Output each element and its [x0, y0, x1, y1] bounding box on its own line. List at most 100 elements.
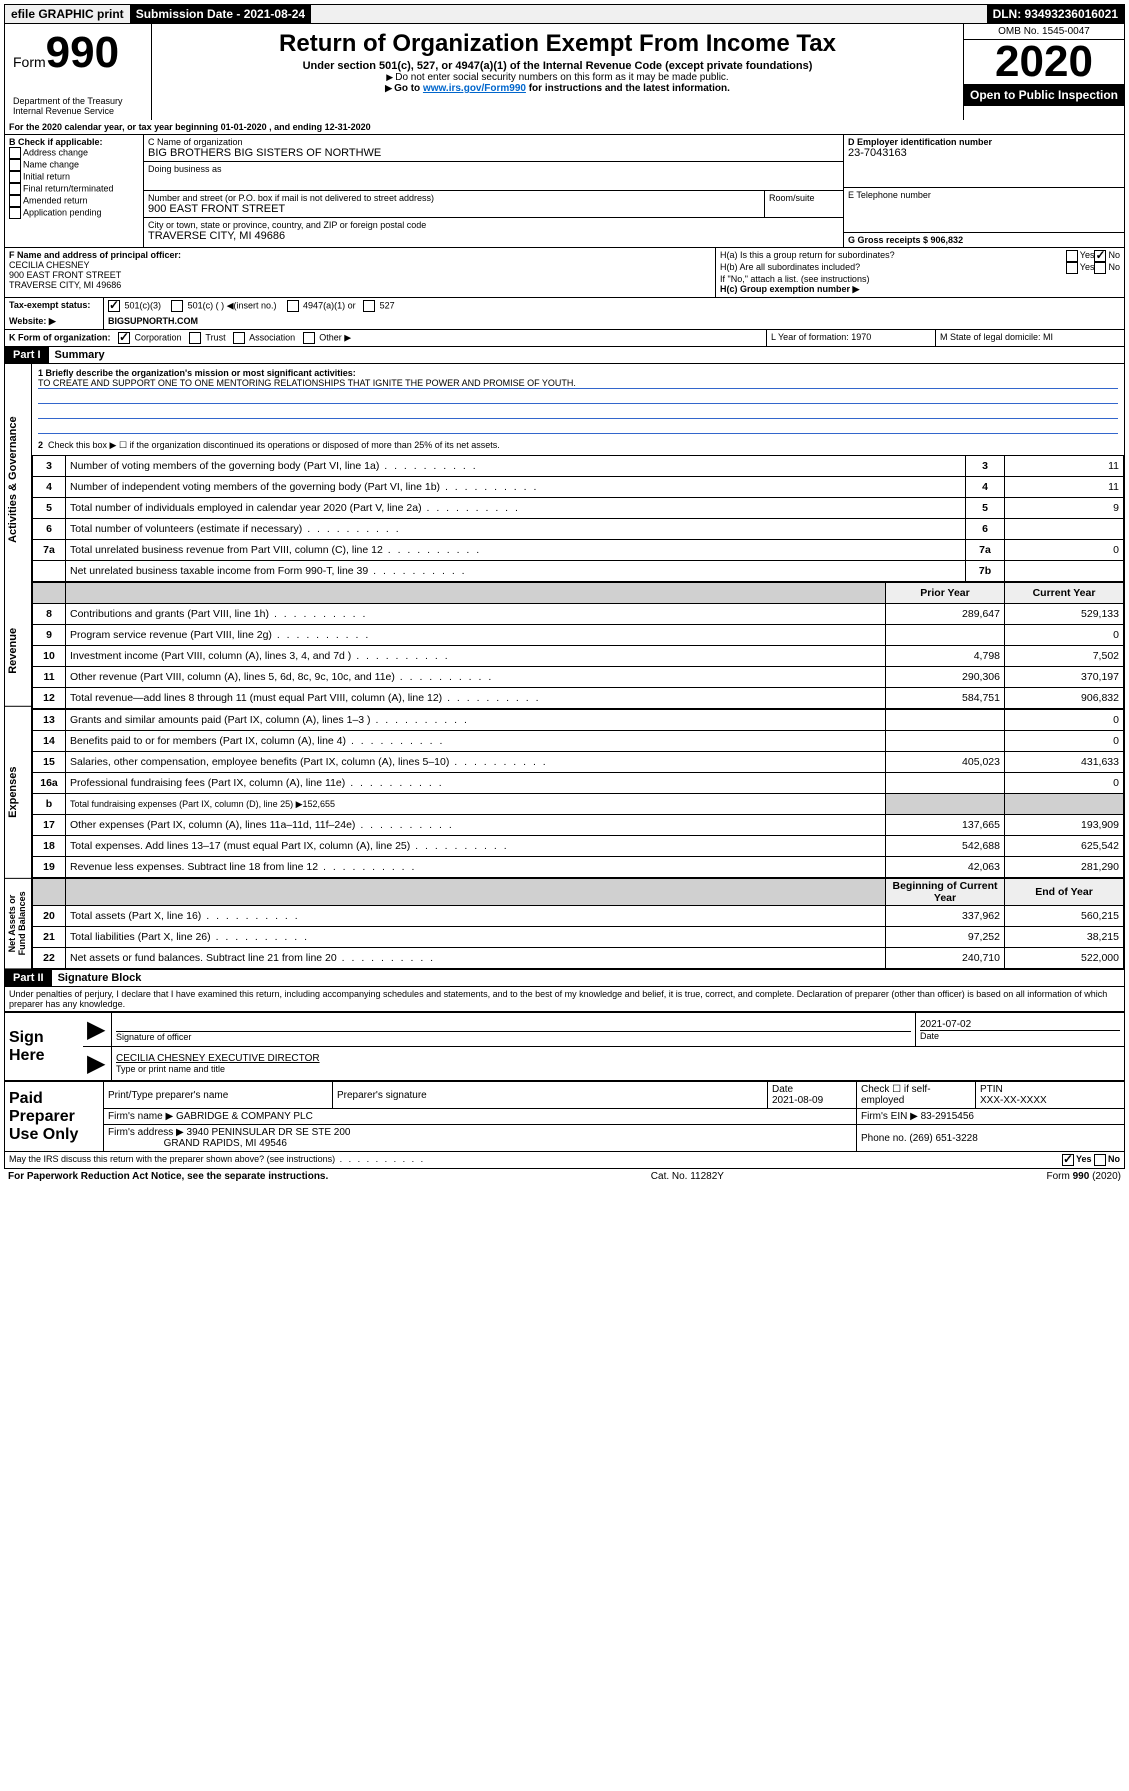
table-row: 7aTotal unrelated business revenue from …	[33, 540, 1124, 561]
table-row: 16aProfessional fundraising fees (Part I…	[33, 773, 1124, 794]
officer-name-cell: CECILIA CHESNEY EXECUTIVE DIRECTOR Type …	[112, 1047, 1125, 1081]
k-block: K Form of organization: Corporation Trus…	[5, 330, 767, 346]
blank-line	[38, 404, 1118, 419]
m-state: M State of legal domicile: MI	[936, 330, 1124, 346]
dept-label: Department of the Treasury Internal Reve…	[13, 96, 143, 116]
table-row: 5Total number of individuals employed in…	[33, 498, 1124, 519]
website-row: Website: ▶ BIGSUPNORTH.COM	[4, 314, 1125, 330]
rev-table: Prior YearCurrent Year 8Contributions an…	[32, 582, 1124, 709]
ein-block: D Employer identification number 23-7043…	[844, 135, 1124, 247]
paid-label: Paid Preparer Use Only	[5, 1082, 104, 1152]
date-label: Date	[920, 1030, 1120, 1041]
form-number-box: Form990 Department of the Treasury Inter…	[5, 24, 152, 120]
ein-value: 23-7043163	[848, 147, 1120, 159]
check-amended[interactable]: Amended return	[9, 195, 139, 207]
mission-text: TO CREATE AND SUPPORT ONE TO ONE MENTORI…	[38, 378, 1118, 389]
section-labels: Activities & Governance Revenue Expenses…	[5, 364, 32, 969]
form-org-row: K Form of organization: Corporation Trus…	[4, 330, 1125, 347]
check-initial[interactable]: Initial return	[9, 171, 139, 183]
officer-addr1: 900 EAST FRONT STREET	[9, 270, 711, 280]
table-row: 4Number of independent voting members of…	[33, 477, 1124, 498]
ptin-cell: PTINXXX-XX-XXXX	[976, 1082, 1125, 1109]
checkbox-icon[interactable]	[1062, 1154, 1074, 1166]
checkbox-icon[interactable]	[287, 300, 299, 312]
form-header: Form990 Department of the Treasury Inter…	[4, 24, 1125, 120]
table-row: 22Net assets or fund balances. Subtract …	[33, 948, 1124, 969]
sign-here-table: Sign Here ▶ Signature of officer 2021-07…	[4, 1012, 1125, 1081]
firm-ein-cell: Firm's EIN ▶ 83-2915456	[857, 1109, 1125, 1125]
check-name[interactable]: Name change	[9, 159, 139, 171]
tax-year: 2020	[964, 40, 1124, 84]
arrow-icon: ▶	[83, 1047, 112, 1081]
part1-content: 1 Briefly describe the organization's mi…	[32, 364, 1124, 969]
checkbox-icon[interactable]	[9, 159, 21, 171]
city-state-zip: TRAVERSE CITY, MI 49686	[148, 230, 839, 242]
group-return-block: H(a) Is this a group return for subordin…	[716, 248, 1124, 297]
checkbox-icon[interactable]	[233, 332, 245, 344]
checkbox-icon[interactable]	[9, 207, 21, 219]
hdr-end: End of Year	[1005, 879, 1124, 906]
checkbox-icon[interactable]	[9, 147, 21, 159]
street-address: 900 EAST FRONT STREET	[148, 203, 760, 215]
sig-officer-cell: Signature of officer	[112, 1013, 916, 1047]
f-label: F Name and address of principal officer:	[9, 250, 711, 260]
check-self: Check ☐ if self-employed	[857, 1082, 976, 1109]
hb-label: H(b) Are all subordinates included?	[720, 262, 1066, 274]
net-table: Beginning of Current YearEnd of Year 20T…	[32, 878, 1124, 969]
header-right: OMB No. 1545-0047 2020 Open to Public In…	[963, 24, 1124, 120]
table-row: 15Salaries, other compensation, employee…	[33, 752, 1124, 773]
prep-date-cell: Date2021-08-09	[768, 1082, 857, 1109]
l-year: L Year of formation: 1970	[767, 330, 936, 346]
table-row: Net unrelated business taxable income fr…	[33, 561, 1124, 582]
efile-label[interactable]: efile GRAPHIC print	[5, 5, 130, 23]
officer-name: CECILIA CHESNEY	[9, 260, 711, 270]
sig-date-cell: 2021-07-02 Date	[916, 1013, 1125, 1047]
check-pending[interactable]: Application pending	[9, 207, 139, 219]
check-address[interactable]: Address change	[9, 147, 139, 159]
city-label: City or town, state or province, country…	[148, 220, 839, 230]
check-final[interactable]: Final return/terminated	[9, 183, 139, 195]
table-row: bTotal fundraising expenses (Part IX, co…	[33, 794, 1124, 815]
checkbox-icon[interactable]	[189, 332, 201, 344]
sig-officer-label: Signature of officer	[116, 1031, 911, 1042]
table-row: 12Total revenue—add lines 8 through 11 (…	[33, 688, 1124, 709]
footer-right: Form 990 (2020)	[1047, 1171, 1121, 1182]
checkbox-icon[interactable]	[108, 300, 120, 312]
checkbox-icon[interactable]	[118, 332, 130, 344]
line1-label: 1 Briefly describe the organization's mi…	[38, 368, 1118, 378]
check-label: B Check if applicable:	[9, 137, 139, 147]
checkbox-icon[interactable]	[1066, 250, 1078, 262]
irs-link[interactable]: www.irs.gov/Form990	[423, 83, 526, 94]
checkbox-icon[interactable]	[363, 300, 375, 312]
firm-addr-cell: Firm's address ▶ 3940 PENINSULAR DR SE S…	[104, 1125, 857, 1152]
check-applicable: B Check if applicable: Address change Na…	[5, 135, 144, 247]
discuss-row: May the IRS discuss this return with the…	[4, 1152, 1125, 1169]
officer-block: F Name and address of principal officer:…	[5, 248, 716, 297]
checkbox-icon[interactable]	[1094, 250, 1106, 262]
checkbox-icon[interactable]	[9, 171, 21, 183]
checkbox-icon[interactable]	[9, 195, 21, 207]
vlabel-exp: Expenses	[5, 707, 31, 879]
checkbox-icon[interactable]	[303, 332, 315, 344]
table-row: 11Other revenue (Part VIII, column (A), …	[33, 667, 1124, 688]
table-row: 6Total number of volunteers (estimate if…	[33, 519, 1124, 540]
checkbox-icon[interactable]	[1094, 262, 1106, 274]
vlabel-net: Net Assets or Fund Balances	[5, 879, 31, 969]
officer-typed-label: Type or print name and title	[116, 1064, 1120, 1074]
officer-addr2: TRAVERSE CITY, MI 49686	[9, 280, 711, 290]
ha-label: H(a) Is this a group return for subordin…	[720, 250, 1066, 262]
period-row: For the 2020 calendar year, or tax year …	[4, 120, 1125, 135]
sign-here-label: Sign Here	[5, 1013, 84, 1081]
open-public: Open to Public Inspection	[964, 84, 1124, 106]
officer-typed-name: CECILIA CHESNEY EXECUTIVE DIRECTOR	[116, 1053, 1120, 1064]
checkbox-icon[interactable]	[9, 183, 21, 195]
form-label: Form	[13, 54, 46, 70]
checkbox-icon[interactable]	[1094, 1154, 1106, 1166]
name-address-block: C Name of organization BIG BROTHERS BIG …	[144, 135, 844, 247]
website-value[interactable]: BIGSUPNORTH.COM	[104, 314, 1124, 329]
j-label: Website: ▶	[5, 314, 104, 329]
checkbox-icon[interactable]	[1066, 262, 1078, 274]
checkbox-icon[interactable]	[171, 300, 183, 312]
hc-label: H(c) Group exemption number ▶	[720, 284, 1120, 295]
gross-receipts: G Gross receipts $ 906,832	[844, 233, 1124, 247]
